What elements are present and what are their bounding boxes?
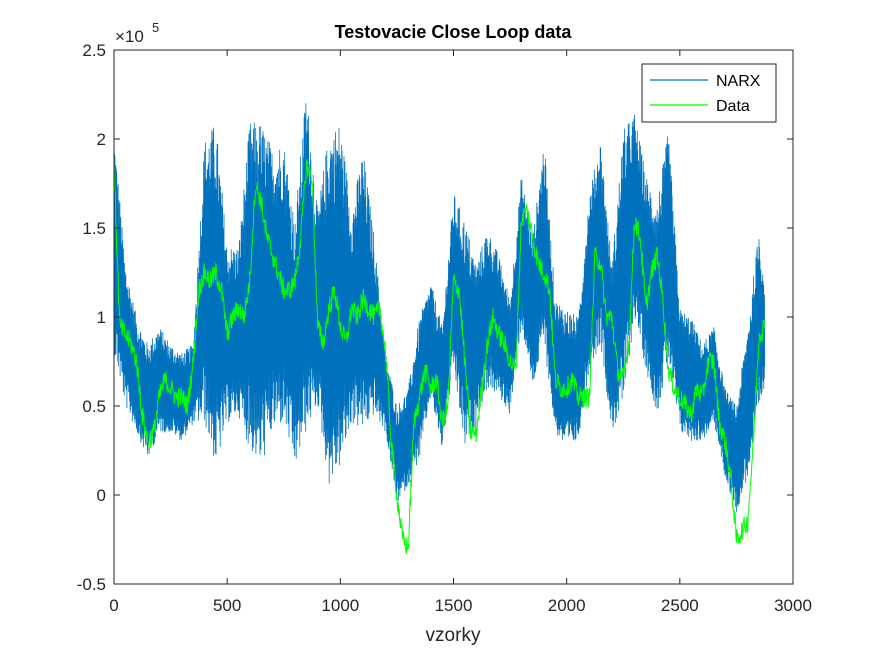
x-tick-label: 2000 (548, 596, 586, 615)
y-tick-label: 2 (97, 130, 106, 149)
legend-narx-label: NARX (716, 73, 761, 90)
narx-series (113, 103, 766, 512)
data-series (113, 155, 765, 554)
x-tick-label: 1500 (435, 596, 473, 615)
plot-area (113, 49, 794, 585)
x-tick-label: 0 (109, 596, 118, 615)
narx-line (113, 103, 766, 512)
y-tick-label: 0 (97, 486, 106, 505)
x-tick-label: 500 (213, 596, 241, 615)
chart-title: Testovacie Close Loop data (335, 22, 573, 42)
x-tick-label: 3000 (774, 596, 812, 615)
y-tick-label: 2.5 (82, 41, 106, 60)
legend: NARX Data (641, 63, 777, 123)
y-tick-label: 1.5 (82, 219, 106, 238)
x-tick-label: 1000 (321, 596, 359, 615)
y-axis: -0.5 0 0.5 1 1.5 2 2.5 (77, 41, 793, 594)
y-tick-label: -0.5 (77, 575, 106, 594)
legend-data-label: Data (716, 98, 750, 115)
x-tick-label: 2500 (661, 596, 699, 615)
y-tick-label: 1 (97, 308, 106, 327)
svg-text:×10: ×10 (115, 27, 144, 46)
data-line (113, 155, 765, 554)
x-axis: 0 500 1000 1500 2000 2500 3000 (109, 50, 812, 615)
y-exponent-power: 5 (152, 20, 159, 35)
legend-box (641, 63, 777, 123)
y-tick-label: 0.5 (82, 397, 106, 416)
y-exponent-label: ×10 5 (115, 20, 159, 46)
x-axis-label: vzorky (426, 625, 481, 646)
